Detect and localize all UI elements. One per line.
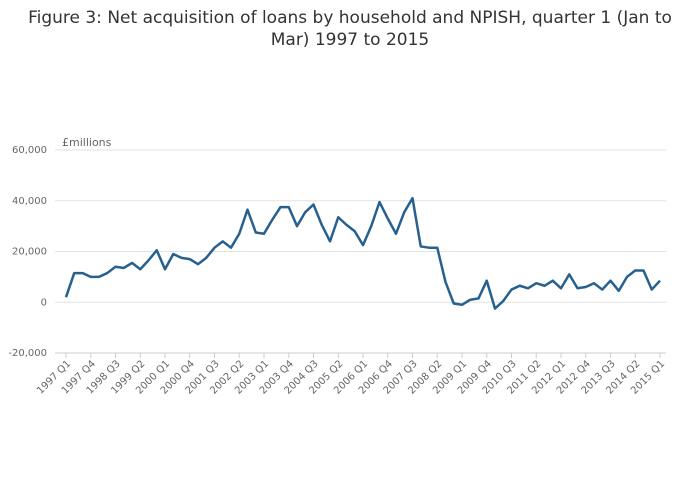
chart-title: Figure 3: Net acquisition of loans by ho… <box>28 8 672 50</box>
y-tick-label: -20,000 <box>8 348 47 359</box>
y-tick-label: 40,000 <box>12 196 47 207</box>
y-tick-label: 60,000 <box>12 145 47 156</box>
y-tick-label: 0 <box>41 297 47 308</box>
data-line <box>64 196 661 310</box>
y-axis-unit: £millions <box>62 136 112 149</box>
y-tick-label: 20,000 <box>12 247 47 258</box>
